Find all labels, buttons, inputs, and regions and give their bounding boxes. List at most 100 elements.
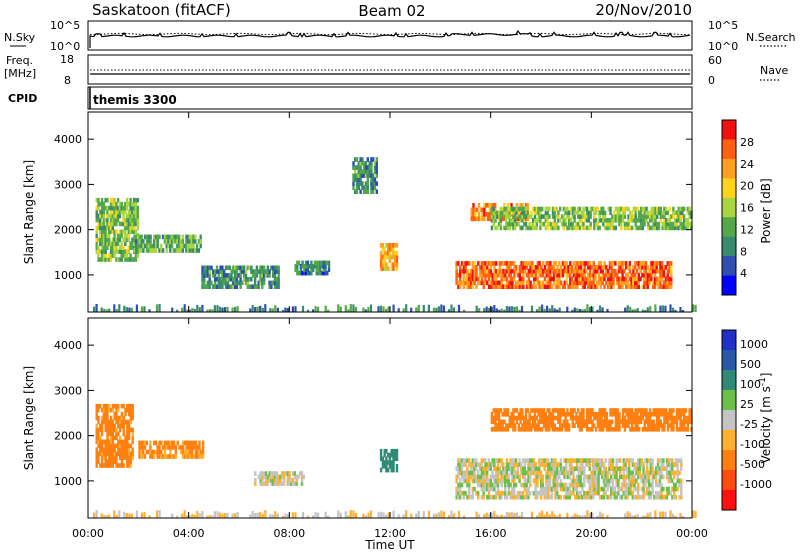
velocity-ground-scatter [546,512,548,518]
velocity-region-4-cell [669,491,671,496]
velocity-region-1-cell [153,454,155,459]
velocity-ground-scatter [511,512,513,518]
velocity-ground-scatter [649,512,651,518]
nave-tick-bottom: 0 [708,74,715,87]
velocity-region-4-cell [464,462,466,467]
power-region-4-cell [359,177,361,182]
power-ground-scatter [262,308,264,312]
velocity-ground-scatter [541,511,543,518]
cpid-label: CPID [8,92,37,105]
power-ground-scatter [191,308,193,312]
power-ground-scatter [433,308,435,312]
velocity-region-4-cell [457,475,459,480]
velocity-ground-scatter [669,510,671,518]
velocity-ground-scatter [294,512,296,518]
velocity-ground-scatter [325,512,327,518]
velocity-ground-scatter [367,513,369,518]
power-ground-scatter [216,305,218,312]
power-region-1-cell [196,244,198,249]
power-ground-scatter [259,306,261,312]
velocity-region-4-cell [535,462,537,467]
velocity-region-4-cell [646,462,648,467]
velocity-ground-scatter [513,513,515,518]
velocity-region-4-cell [648,475,650,480]
velocity-region-4-cell [669,475,671,480]
power-ground-scatter [559,308,561,312]
date-title: 20/Nov/2010 [595,1,692,19]
power-region-8-cell [493,207,495,212]
power-region-1-cell [157,244,159,249]
velocity-region-4-cell [606,475,608,480]
velocity-region-4-cell [628,462,630,467]
power-ground-scatter [574,308,576,312]
velocity-ground-scatter [695,511,697,518]
nave-label: Nave [760,64,788,77]
velocity-ground-scatter [156,510,158,518]
velocity-region-4-cell [540,471,542,476]
velocity-region-4-cell [572,491,574,496]
power-ground-scatter [277,308,279,312]
velocity-region-4-cell [615,471,617,476]
power-region-8-cell [599,226,601,231]
power-ground-scatter [415,307,417,312]
velocity-region-4-cell [477,491,479,496]
velocity-region-4-cell [495,495,497,500]
power-ground-scatter [126,307,128,312]
velocity-region-4-cell [623,471,625,476]
velocity-region-4-cell [632,458,634,463]
velocity-region-4-cell [666,495,668,500]
velocity-region-1-cell [177,441,179,446]
power-region-1-cell [178,235,180,240]
power-region-4-cell [376,181,378,186]
velocity-ground-scatter [539,513,541,519]
velocity-region-1-cell [142,450,144,455]
power-ground-scatter [586,304,588,312]
velocity-region-4-cell [524,466,526,471]
velocity-region-1-cell [158,445,160,450]
velocity-region-0-cell [101,424,103,429]
power-region-1-cell [142,239,144,244]
velocity-region-1-cell [144,454,146,459]
velocity-ground-scatter [355,513,357,518]
velocity-region-4-cell [529,479,531,484]
power-region-0-cell [119,214,121,219]
velocity-region-4-cell [490,466,492,471]
velocity-ground-scatter [478,514,480,518]
velocity-region-4-cell [538,466,540,471]
power-ground-scatter [317,307,319,312]
power-region-4-cell [367,185,369,190]
velocity-region-4-cell [509,483,511,488]
power-region-4-cell [376,161,378,166]
velocity-region-0-cell [117,404,119,409]
velocity-region-0-cell [128,432,130,437]
velocity-ground-scatter [450,511,452,519]
velocity-region-4-cell [583,466,585,471]
velocity-region-4-cell [644,483,646,488]
power-region-1-cell [141,235,143,240]
power-region-8-cell [669,207,671,212]
velocity-ground-scatter [493,511,495,518]
velocity-region-4-cell [630,487,632,492]
power-region-8-cell [604,211,606,216]
power-ground-scatter [629,307,631,312]
power-ground-scatter [516,306,518,312]
power-ground-scatter [513,307,515,312]
power-region-1-cell [149,239,151,244]
power-ground-scatter [113,304,115,312]
power-region-4-cell [367,189,369,194]
velocity-region-4-cell [493,462,495,467]
velocity-region-4-cell [680,462,682,467]
velocity-ground-scatter [428,511,430,518]
power-region-4-cell [370,165,372,170]
velocity-region-4-cell [497,483,499,488]
power-ground-scatter [541,305,543,312]
velocity-region-4-cell [497,462,499,467]
velocity-ground-scatter [458,511,460,518]
power-ground-scatter [128,308,130,313]
freq-label-1: Freq. [6,54,33,67]
velocity-region-0-cell [97,420,99,425]
nsky-tick-top: 10^5 [50,19,80,32]
velocity-region-4-cell [569,495,571,500]
power-region-8-cell [590,222,592,227]
